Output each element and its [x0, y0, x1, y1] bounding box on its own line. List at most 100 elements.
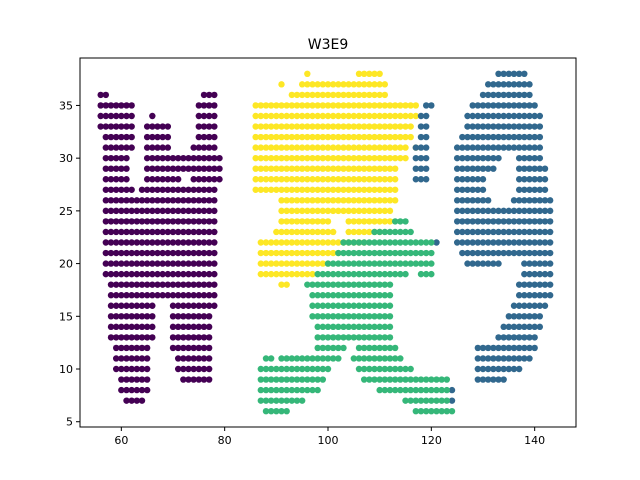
data-point	[200, 292, 208, 299]
data-point	[360, 197, 368, 204]
data-point	[402, 260, 409, 267]
data-point	[205, 186, 213, 193]
data-point	[304, 81, 311, 88]
data-points	[97, 70, 554, 415]
data-point	[366, 334, 373, 341]
data-point	[495, 91, 502, 99]
data-point	[298, 270, 306, 278]
data-point	[118, 376, 125, 383]
data-point	[123, 186, 130, 193]
data-point	[345, 81, 352, 88]
data-point	[531, 344, 538, 352]
data-point	[128, 323, 135, 331]
data-point	[371, 70, 378, 78]
data-point	[112, 218, 120, 225]
data-point	[278, 397, 285, 404]
data-point	[422, 123, 430, 130]
data-point	[200, 133, 208, 141]
data-point	[355, 228, 363, 236]
data-point	[490, 344, 497, 352]
data-point	[112, 207, 120, 215]
data-point	[278, 376, 285, 383]
data-point	[355, 102, 363, 109]
data-point	[143, 355, 151, 362]
data-point	[381, 218, 389, 225]
data-point	[376, 165, 383, 172]
data-point	[355, 323, 363, 331]
data-point	[500, 344, 507, 352]
data-point	[138, 228, 146, 236]
data-point	[304, 207, 311, 215]
data-point	[510, 334, 518, 341]
data-point	[283, 365, 290, 373]
data-point	[381, 386, 389, 394]
data-point	[355, 355, 363, 362]
data-point	[438, 397, 445, 404]
data-point	[314, 197, 321, 204]
data-point	[521, 176, 528, 183]
data-point	[185, 165, 192, 172]
data-point	[205, 365, 213, 373]
data-point	[335, 313, 342, 320]
data-point	[257, 239, 265, 246]
data-point	[340, 91, 347, 99]
data-point	[195, 302, 203, 309]
data-point	[536, 165, 544, 172]
data-point	[298, 91, 306, 99]
data-point	[495, 376, 502, 383]
data-point	[211, 207, 218, 215]
data-point	[180, 334, 187, 341]
data-point	[273, 386, 280, 394]
data-point	[397, 386, 404, 394]
data-point	[500, 91, 507, 99]
data-point	[314, 355, 321, 362]
data-point	[205, 313, 213, 320]
data-point	[133, 270, 141, 278]
data-point	[505, 207, 513, 215]
data-point	[484, 133, 492, 141]
data-point	[391, 355, 399, 362]
data-point	[428, 397, 435, 404]
data-point	[200, 123, 208, 130]
data-point	[262, 270, 270, 278]
data-point	[360, 154, 368, 162]
data-point	[366, 91, 373, 99]
data-point	[112, 123, 120, 130]
data-point	[118, 355, 125, 362]
data-point	[164, 176, 172, 183]
data-point	[484, 102, 492, 109]
data-point	[500, 112, 507, 120]
data-point	[123, 323, 130, 331]
data-point	[453, 207, 461, 215]
data-point	[174, 218, 182, 225]
data-point	[252, 154, 259, 162]
data-point	[355, 165, 363, 172]
data-point	[257, 397, 265, 404]
x-tick-label: 120	[421, 434, 442, 447]
data-point	[391, 365, 399, 373]
data-point	[417, 165, 425, 172]
data-point	[329, 239, 337, 246]
data-point	[149, 154, 156, 162]
data-point	[515, 70, 523, 78]
data-point	[355, 154, 363, 162]
data-point	[154, 249, 161, 257]
data-point	[195, 376, 203, 383]
plot-frame	[79, 57, 577, 428]
data-point	[107, 334, 115, 341]
data-point	[107, 165, 115, 172]
data-point	[371, 91, 378, 99]
data-point	[293, 144, 301, 151]
data-point	[169, 207, 177, 215]
data-point	[112, 344, 120, 352]
data-point	[479, 207, 487, 215]
data-point	[324, 186, 332, 193]
data-point	[386, 270, 394, 278]
data-point	[500, 218, 507, 225]
data-point	[531, 260, 538, 267]
data-point	[298, 133, 306, 141]
data-point	[298, 355, 306, 362]
data-point	[386, 249, 394, 257]
data-point	[526, 133, 533, 141]
data-point	[324, 197, 332, 204]
